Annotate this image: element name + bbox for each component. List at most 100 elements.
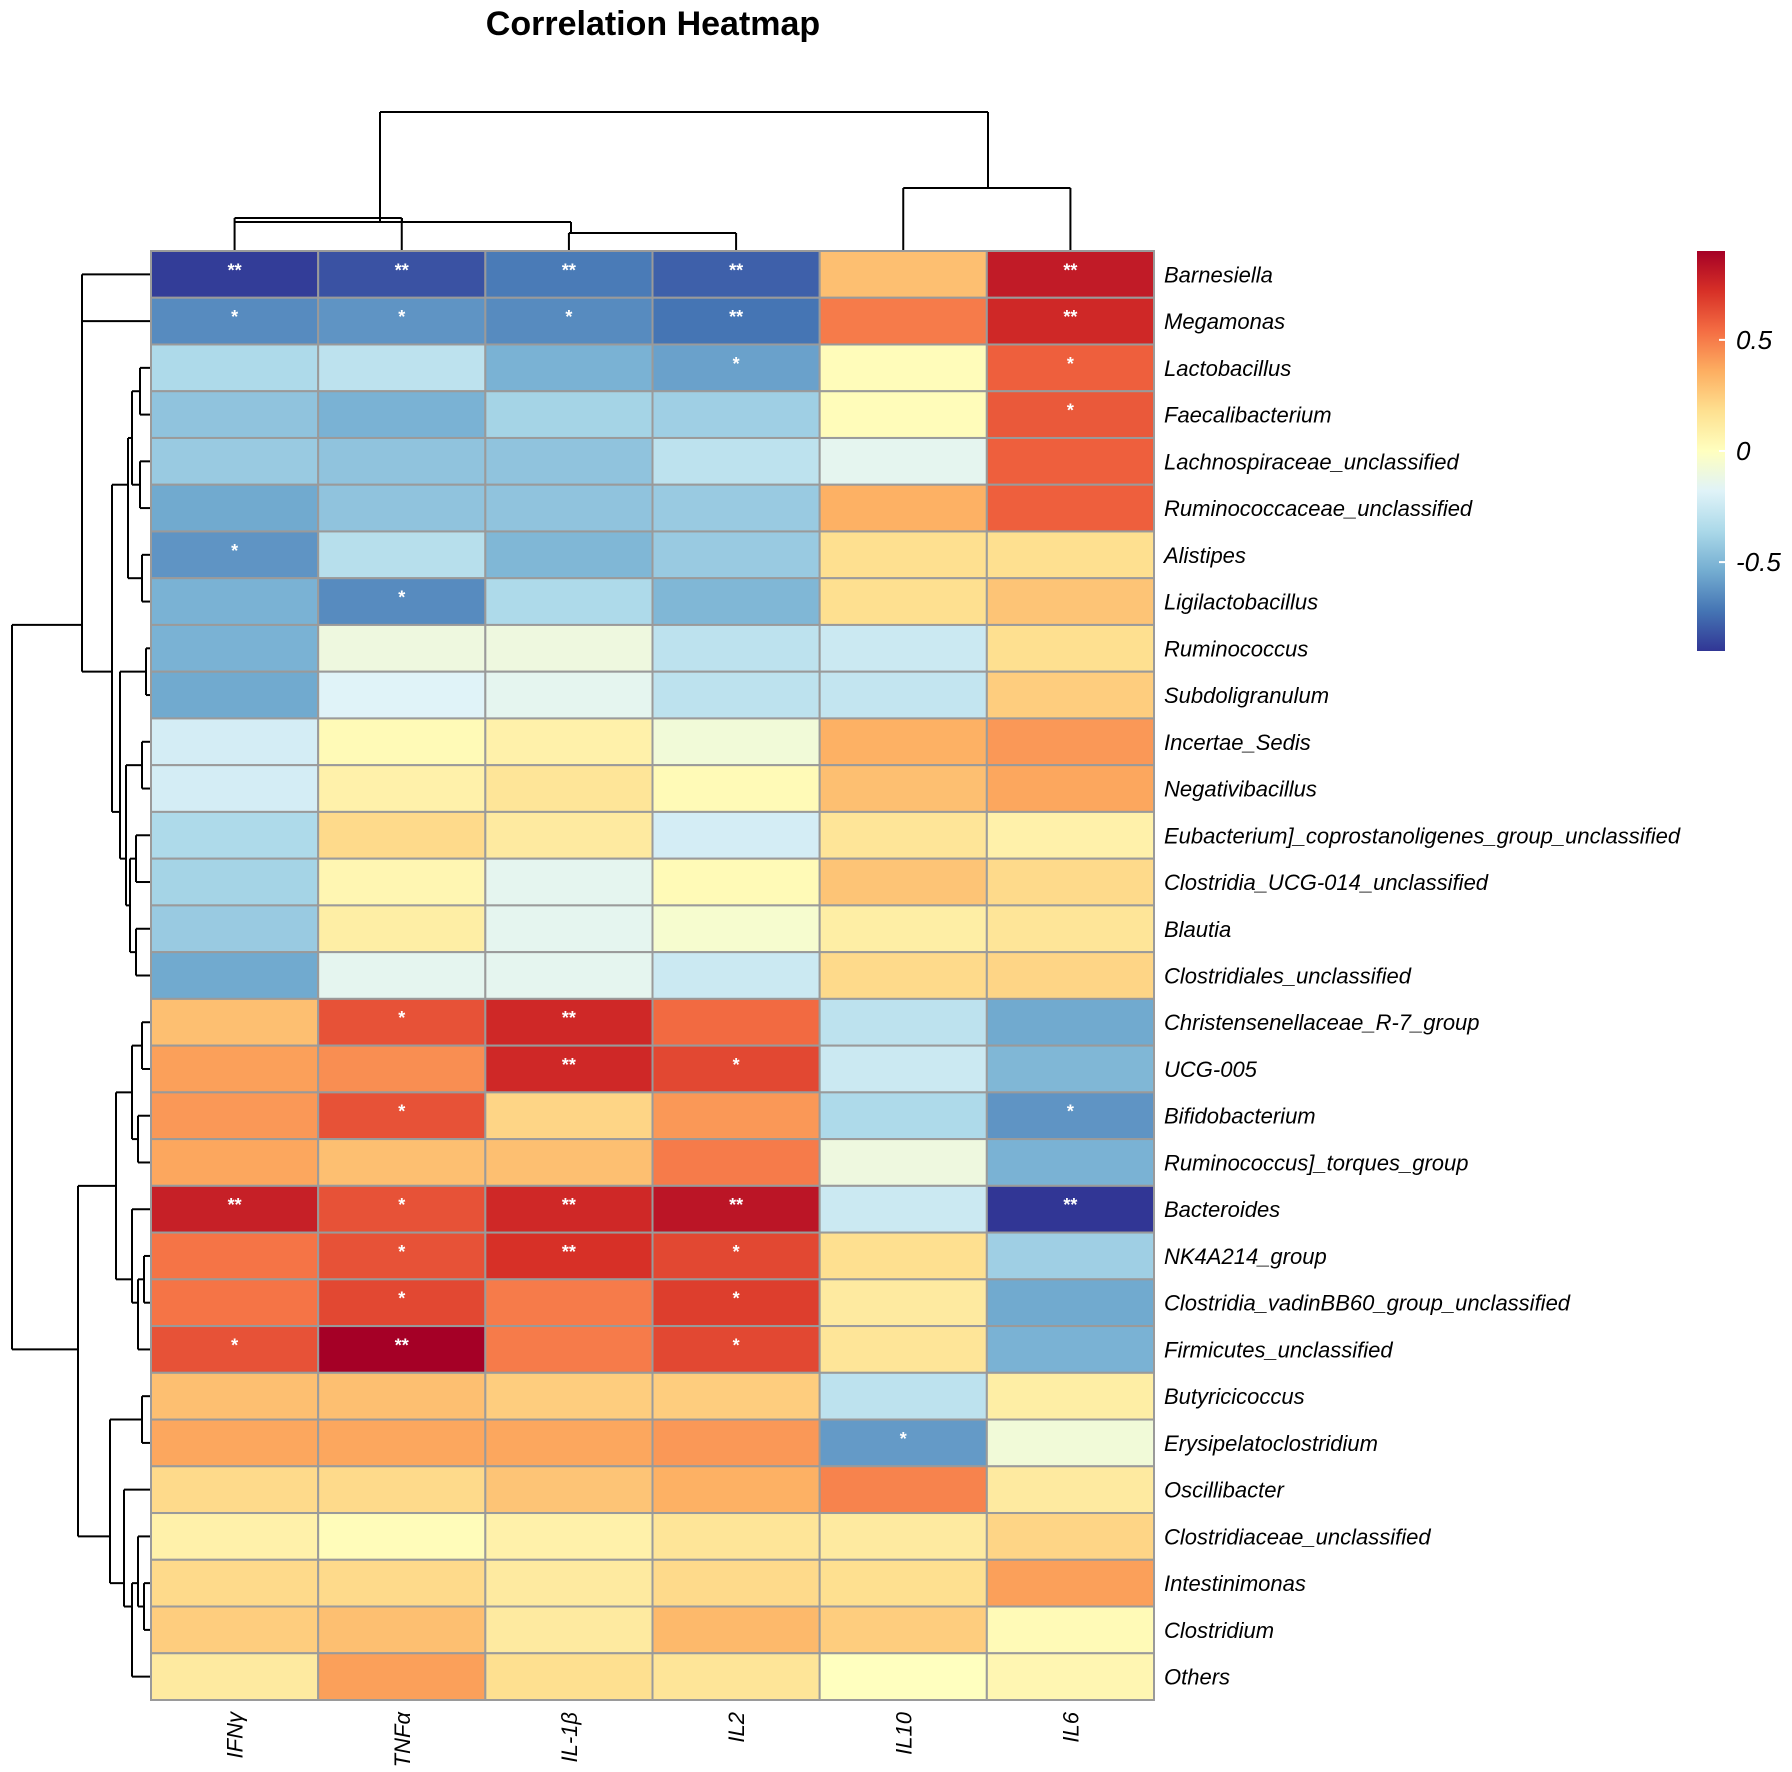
row-label-ruminococcaceae-unclassified: Ruminococcaceae_unclassified — [1164, 496, 1473, 521]
heatmap-cell-clostridiales-unclassified-tnf — [317, 951, 487, 1000]
significance-marker: ** — [395, 1335, 409, 1355]
heatmap-cell-clostridiales-unclassified-ifn — [150, 951, 320, 1000]
heatmap-cell-clostridia-ucg-014-unclassified-tnf — [317, 857, 487, 907]
heatmap-cell-nk4a214-group-ifn — [150, 1231, 320, 1281]
row-label-megamonas: Megamonas — [1164, 309, 1285, 334]
row-label-lactobacillus: Lactobacillus — [1164, 356, 1291, 381]
heatmap-cell-oscillibacter-il-1 — [484, 1465, 654, 1515]
heatmap-cell-bifidobacterium-il-1 — [484, 1091, 654, 1141]
heatmap-cell-clostridia-ucg-014-unclassified-il10 — [818, 857, 988, 907]
heatmap-cell-barnesiella-il6 — [985, 250, 1155, 299]
heatmap-cell-ruminococcaceae-unclassified-il-1 — [484, 483, 654, 533]
chart-title: Correlation Heatmap — [486, 5, 820, 43]
row-label-erysipelatoclostridium: Erysipelatoclostridium — [1164, 1431, 1378, 1456]
heatmap-cell-incertae-sedis-il10 — [818, 717, 988, 767]
row-label-blautia: Blautia — [1164, 917, 1231, 942]
row-label-alistipes: Alistipes — [1162, 543, 1246, 568]
heatmap-cell-erysipelatoclostridium-il-1 — [484, 1418, 654, 1468]
heatmap-cell-ucg-005-tnf — [317, 1044, 487, 1094]
heatmap-cell-others-il10 — [818, 1652, 988, 1701]
heatmap-cell-ruminococcus-il-1 — [484, 623, 654, 673]
heatmap-cell-faecalibacterium-tnf — [317, 390, 487, 439]
heatmap-cell-clostridia-vadinbb60-group-unclassified-tnf — [317, 1278, 487, 1328]
row-label-ligilactobacillus: Ligilactobacillus — [1164, 590, 1318, 615]
heatmap-cell-ligilactobacillus-il2 — [651, 577, 821, 626]
significance-marker: * — [733, 1055, 740, 1075]
heatmap-cell-barnesiella-il10 — [818, 250, 988, 299]
heatmap-cell-faecalibacterium-il6 — [985, 390, 1155, 439]
heatmap-cell-negativibacillus-il2 — [651, 764, 821, 813]
column-label-il-1: IL-1β — [557, 1712, 582, 1763]
heatmap-cell-nk4a214-group-il10 — [818, 1231, 988, 1281]
significance-marker: * — [733, 1242, 740, 1262]
row-label-faecalibacterium: Faecalibacterium — [1164, 403, 1332, 428]
heatmap-cell-alistipes-il2 — [651, 530, 821, 580]
significance-marker: * — [398, 588, 405, 608]
row-label-negativibacillus: Negativibacillus — [1164, 777, 1317, 802]
heatmap-cell-firmicutes-unclassified-il6 — [985, 1325, 1155, 1374]
significance-markers: ** ** ** ** *** * * ** *** ***** **** ** *** * ** ** ***… — [228, 260, 1078, 1449]
heatmap-cell-clostridia-vadinbb60-group-unclassified-il10 — [818, 1278, 988, 1328]
heatmap-cell-incertae-sedis-ifn — [150, 717, 320, 767]
heatmap-cell-others-il-1 — [484, 1652, 654, 1701]
heatmap-cell-clostridiaceae-unclassified-il-1 — [484, 1512, 654, 1561]
row-label-ucg-005: UCG-005 — [1164, 1057, 1258, 1082]
significance-marker: * — [733, 1335, 740, 1355]
significance-marker: * — [733, 354, 740, 374]
heatmap-cell-intestinimonas-il-1 — [484, 1558, 654, 1608]
row-label-clostridiales-unclassified: Clostridiales_unclassified — [1164, 964, 1412, 989]
heatmap-cell-lachnospiraceae-unclassified-ifn — [150, 436, 320, 486]
heatmap-cell-incertae-sedis-il6 — [985, 717, 1155, 767]
significance-marker: * — [398, 1195, 405, 1215]
heatmap-cell-ruminococcus-il10 — [818, 623, 988, 673]
heatmap-cell-erysipelatoclostridium-il6 — [985, 1418, 1155, 1468]
row-label-nk4a214-group: NK4A214_group — [1164, 1244, 1327, 1269]
heatmap-cell-ruminococcaceae-unclassified-tnf — [317, 483, 487, 533]
row-label-subdoligranulum: Subdoligranulum — [1164, 683, 1329, 708]
heatmap-cell-nk4a214-group-il2 — [651, 1231, 821, 1281]
heatmap-cell-ruminococcus-il6 — [985, 623, 1155, 673]
row-label-lachnospiraceae-unclassified: Lachnospiraceae_unclassified — [1164, 449, 1460, 474]
significance-marker: * — [398, 307, 405, 327]
heatmap-cell-negativibacillus-il-1 — [484, 764, 654, 813]
heatmap-cell-ligilactobacillus-il10 — [818, 577, 988, 626]
heatmap-cell-intestinimonas-tnf — [317, 1558, 487, 1608]
significance-marker: ** — [228, 1195, 242, 1215]
significance-marker: * — [231, 1335, 238, 1355]
heatmap-cell-clostridium-tnf — [317, 1605, 487, 1655]
row-label-oscillibacter: Oscillibacter — [1164, 1478, 1285, 1503]
significance-marker: * — [231, 541, 238, 561]
row-label-ruminococcus-torques-group: Ruminococcus]_torques_group — [1164, 1150, 1469, 1175]
row-label-clostridium: Clostridium — [1164, 1618, 1274, 1643]
heatmap-cell-lachnospiraceae-unclassified-tnf — [317, 436, 487, 486]
significance-marker: ** — [1063, 1195, 1077, 1215]
heatmap-cell-clostridiaceae-unclassified-il6 — [985, 1512, 1155, 1561]
row-labels: Barnesiella Megamonas Lactobacillus Faecali… — [1162, 262, 1681, 1689]
row-dendrogram — [11, 273, 151, 1678]
heatmap-cell-ucg-005-ifn — [150, 1044, 320, 1094]
row-label-ruminococcus: Ruminococcus — [1164, 636, 1308, 661]
row-label-butyricicoccus: Butyricicoccus — [1164, 1384, 1305, 1409]
column-dendrogram — [233, 111, 1072, 251]
heatmap-cell-bacteroides-il6 — [985, 1184, 1155, 1234]
heatmap-cell-lachnospiraceae-unclassified-il-1 — [484, 436, 654, 486]
heatmap-cell-oscillibacter-il6 — [985, 1465, 1155, 1515]
heatmap-cell-ruminococcus-torques-group-il10 — [818, 1138, 988, 1187]
row-label-clostridia-vadinbb60-group-unclassified: Clostridia_vadinBB60_group_unclassified — [1164, 1291, 1571, 1316]
heatmap-cell-ligilactobacillus-ifn — [150, 577, 320, 626]
heatmap-cell-oscillibacter-il10 — [818, 1465, 988, 1515]
heatmap-cell-lactobacillus-il10 — [818, 343, 988, 393]
heatmap-cell-clostridia-vadinbb60-group-unclassified-il-1 — [484, 1278, 654, 1328]
heatmap-cell-clostridiaceae-unclassified-il2 — [651, 1512, 821, 1561]
significance-marker: * — [398, 1102, 405, 1122]
heatmap-cell-ruminococcus-ifn — [150, 623, 320, 673]
heatmap-cell-alistipes-il10 — [818, 530, 988, 580]
heatmap-cell-eubacterium-coprostanoligenes-group-unclassified-ifn — [150, 810, 320, 860]
heatmap-cell-lactobacillus-ifn — [150, 343, 320, 393]
heatmap-cell-ruminococcaceae-unclassified-il2 — [651, 483, 821, 533]
heatmap-cell-christensenellaceae-r-7-group-il10 — [818, 997, 988, 1047]
heatmap-cell-faecalibacterium-il2 — [651, 390, 821, 439]
heatmap-cell-blautia-ifn — [150, 904, 320, 954]
heatmap-cell-lactobacillus-il-1 — [484, 343, 654, 393]
significance-marker: ** — [1063, 307, 1077, 327]
